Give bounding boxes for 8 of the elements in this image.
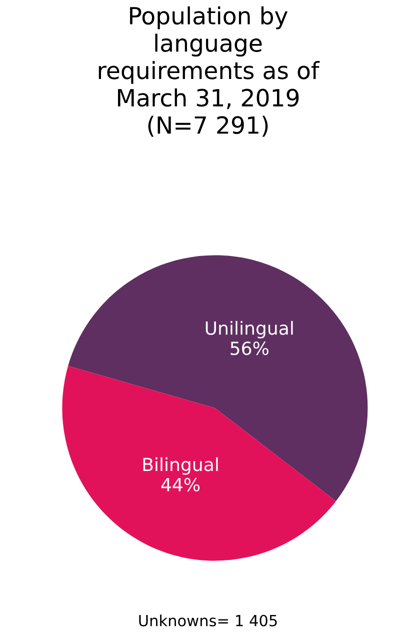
- data-label: 56%: [230, 341, 268, 356]
- text: Unknowns= 1 405: [139, 614, 277, 626]
- slice-label: Bilingual: [143, 457, 218, 475]
- slice-label: Unilingual: [206, 320, 293, 338]
- data-label: 44%: [161, 478, 200, 492]
- pie-slice: [68, 255, 368, 502]
- chart-title: Population by language requirements as of March 31, 2019 (N=7 291): [98, 6, 320, 137]
- pie-slice: [62, 366, 336, 561]
